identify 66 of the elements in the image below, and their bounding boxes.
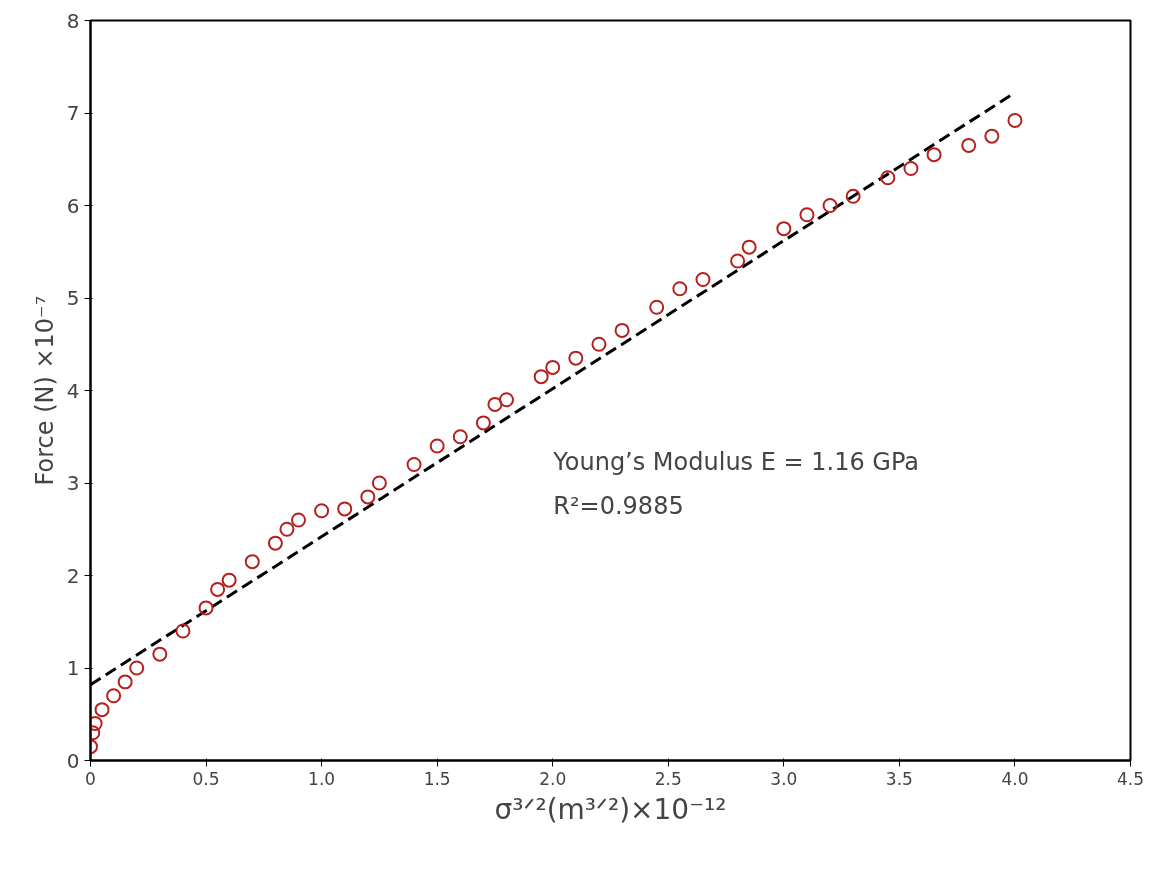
- point: [984, 128, 1000, 144]
- point: [129, 660, 145, 676]
- point: [741, 239, 757, 255]
- point: [221, 572, 237, 588]
- point: [649, 299, 665, 315]
- x-tick-label: 3.0: [770, 768, 798, 789]
- point: [822, 198, 838, 213]
- y-tick-label: 4: [66, 378, 80, 403]
- x-tick-label: 2.0: [539, 768, 567, 789]
- point: [591, 336, 607, 352]
- point: [776, 221, 792, 237]
- point: [244, 554, 260, 570]
- y-tick-label: 1: [66, 656, 80, 680]
- point: [1007, 112, 1023, 128]
- y-axis-title: Force (N) ×10⁻⁷: [30, 295, 59, 486]
- point: [880, 170, 896, 186]
- point: [475, 415, 491, 431]
- annotation: R²=0.9885: [553, 492, 684, 520]
- point: [568, 350, 584, 366]
- point: [117, 674, 133, 690]
- point: [903, 161, 919, 176]
- y-tick-label: 6: [66, 193, 80, 218]
- annotation: Young’s Modulus E = 1.16 GPa: [552, 447, 920, 476]
- point: [487, 396, 503, 412]
- point: [267, 535, 283, 551]
- y-tick-label: 7: [66, 101, 80, 125]
- point: [94, 702, 110, 718]
- point: [545, 359, 561, 375]
- y-tick-label: 3: [66, 471, 80, 495]
- y-tick-label: 2: [66, 563, 80, 588]
- point: [961, 137, 977, 153]
- point: [291, 512, 306, 528]
- point: [279, 521, 295, 537]
- x-tick-label: 0: [85, 768, 96, 789]
- point: [360, 489, 376, 505]
- x-axis-title: σ³ᐟ²(m³ᐟ²)×10⁻¹²: [494, 792, 727, 826]
- point: [314, 503, 330, 519]
- point: [799, 207, 815, 223]
- point: [210, 581, 226, 597]
- x-tick-label: 0.5: [192, 768, 220, 789]
- point: [152, 646, 168, 662]
- point: [926, 147, 942, 163]
- x-tick-label: 1.5: [423, 768, 451, 789]
- y-tick-label: 5: [66, 286, 80, 310]
- x-tick-label: 4.0: [1001, 768, 1029, 789]
- point: [614, 322, 630, 338]
- point: [371, 475, 387, 491]
- point: [175, 623, 191, 639]
- x-tick-label: 1.0: [308, 768, 336, 789]
- point: [198, 600, 214, 616]
- point: [533, 369, 549, 385]
- point: [730, 253, 746, 269]
- y-tick-label: 0: [66, 748, 80, 773]
- point: [106, 688, 122, 704]
- point: [845, 188, 861, 204]
- point: [452, 429, 468, 445]
- point: [672, 281, 688, 297]
- point: [406, 457, 422, 472]
- x-tick-label: 4.5: [1116, 768, 1145, 789]
- point: [429, 438, 445, 454]
- point: [499, 392, 514, 408]
- x-tick-label: 3.5: [885, 768, 913, 789]
- point: [337, 501, 353, 517]
- point: [695, 272, 711, 287]
- y-tick-label: 8: [66, 8, 80, 33]
- x-tick-label: 2.5: [654, 768, 682, 789]
